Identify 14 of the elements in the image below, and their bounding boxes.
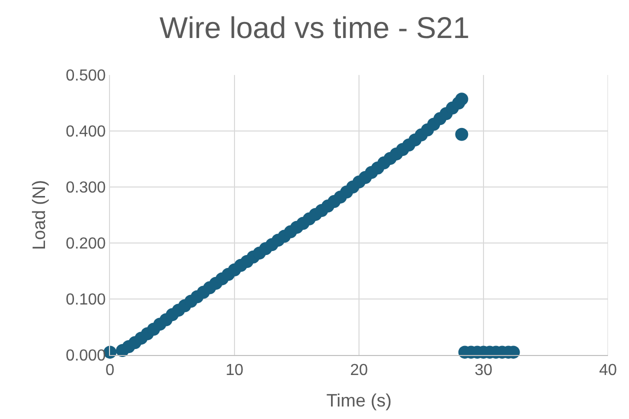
- y-tick-label: 0.200: [66, 236, 106, 253]
- y-tick-label: 0.000: [66, 348, 106, 365]
- y-tick-label: 0.100: [66, 292, 106, 309]
- x-tick-label: 0: [106, 362, 115, 380]
- x-tick-label: 10: [226, 362, 244, 380]
- y-tick-label: 0.300: [66, 180, 106, 197]
- y-tick-label: 0.400: [66, 124, 106, 141]
- y-tick-label: 0.500: [66, 68, 106, 85]
- x-tick-label: 30: [474, 362, 492, 380]
- chart-title: Wire load vs time - S21: [159, 12, 470, 45]
- x-tick-label: 40: [599, 362, 617, 380]
- y-axis-title: Load (N): [28, 180, 49, 250]
- x-axis-title: Time (s): [326, 390, 392, 410]
- x-tick-label: 20: [350, 362, 368, 380]
